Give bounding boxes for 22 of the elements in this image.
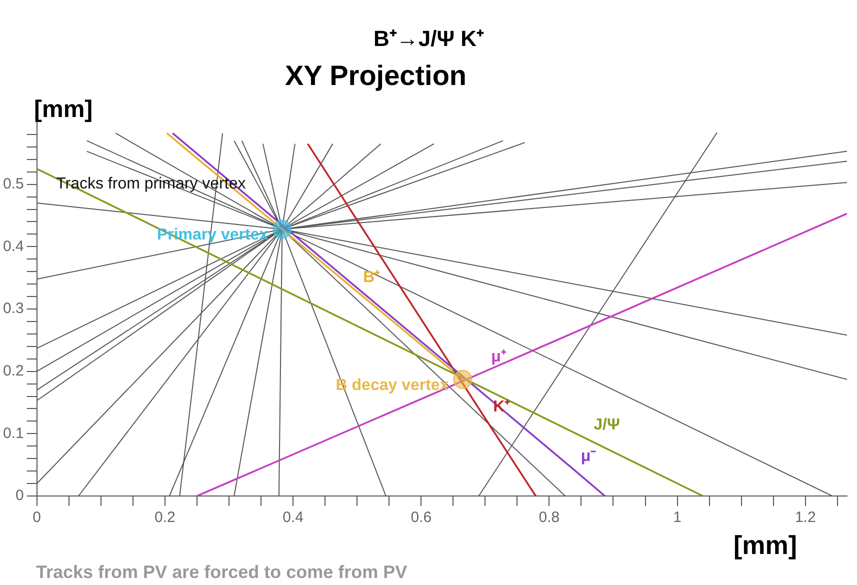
- series-label: J/Ψ: [594, 416, 620, 434]
- x-tick-label: 1: [673, 509, 682, 526]
- series-label: μ⁺: [491, 348, 507, 366]
- x-tick-label: 0.4: [282, 509, 304, 526]
- y-tick-label: 0.4: [2, 238, 24, 255]
- text: Tracks from PV are forced to come from PV: [36, 562, 408, 583]
- series-label: μ⁻: [580, 448, 597, 465]
- x-tick-label: 0.8: [538, 509, 560, 526]
- x-tick-label: 0: [32, 509, 42, 526]
- chart-subtitle: XY Projection: [285, 60, 467, 92]
- y-tick-label: 0: [16, 487, 24, 504]
- x-tick-label: 0.2: [154, 509, 176, 526]
- y-tick-label: 0.2: [2, 362, 24, 380]
- y-tick-label: 0.5: [2, 175, 24, 192]
- x-axis-title: [mm]: [733, 530, 797, 561]
- x-tick-label: 1.2: [794, 509, 816, 526]
- x-tick-label: 0.6: [410, 509, 432, 526]
- series-label: B⁺: [363, 268, 381, 286]
- y-tick-label: 0.1: [2, 424, 24, 442]
- y-axis-title: [mm]: [34, 96, 93, 124]
- y-tick-label: 0.3: [2, 300, 24, 318]
- chart-title: B⁺→J/Ψ K⁺: [372, 25, 485, 52]
